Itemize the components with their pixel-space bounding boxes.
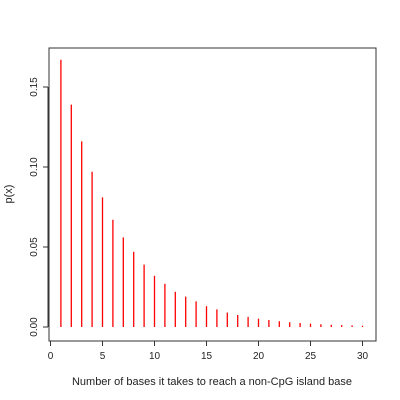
plot-frame [48, 47, 377, 342]
x-tick-label: 0 [48, 351, 54, 362]
y-tick-label: 0.05 [29, 237, 40, 257]
bars-group [60, 59, 364, 327]
x-axis: 0 5 10 15 20 25 30 [48, 340, 369, 362]
y-tick-label: 0.10 [29, 157, 40, 177]
x-axis-label: Number of bases it takes to reach a non-… [72, 376, 352, 388]
x-tick-label: 5 [100, 351, 106, 362]
x-tick-label: 10 [149, 351, 161, 362]
x-tick-label: 20 [253, 351, 265, 362]
y-tick-label: 0.00 [29, 317, 40, 337]
x-tick-label: 30 [357, 351, 369, 362]
y-axis-label: p(x) [3, 185, 15, 204]
x-tick-label: 25 [305, 351, 317, 362]
y-axis: 0.00 0.05 0.10 0.15 [29, 77, 49, 337]
y-tick-label: 0.15 [29, 77, 40, 97]
x-tick-label: 15 [201, 351, 213, 362]
